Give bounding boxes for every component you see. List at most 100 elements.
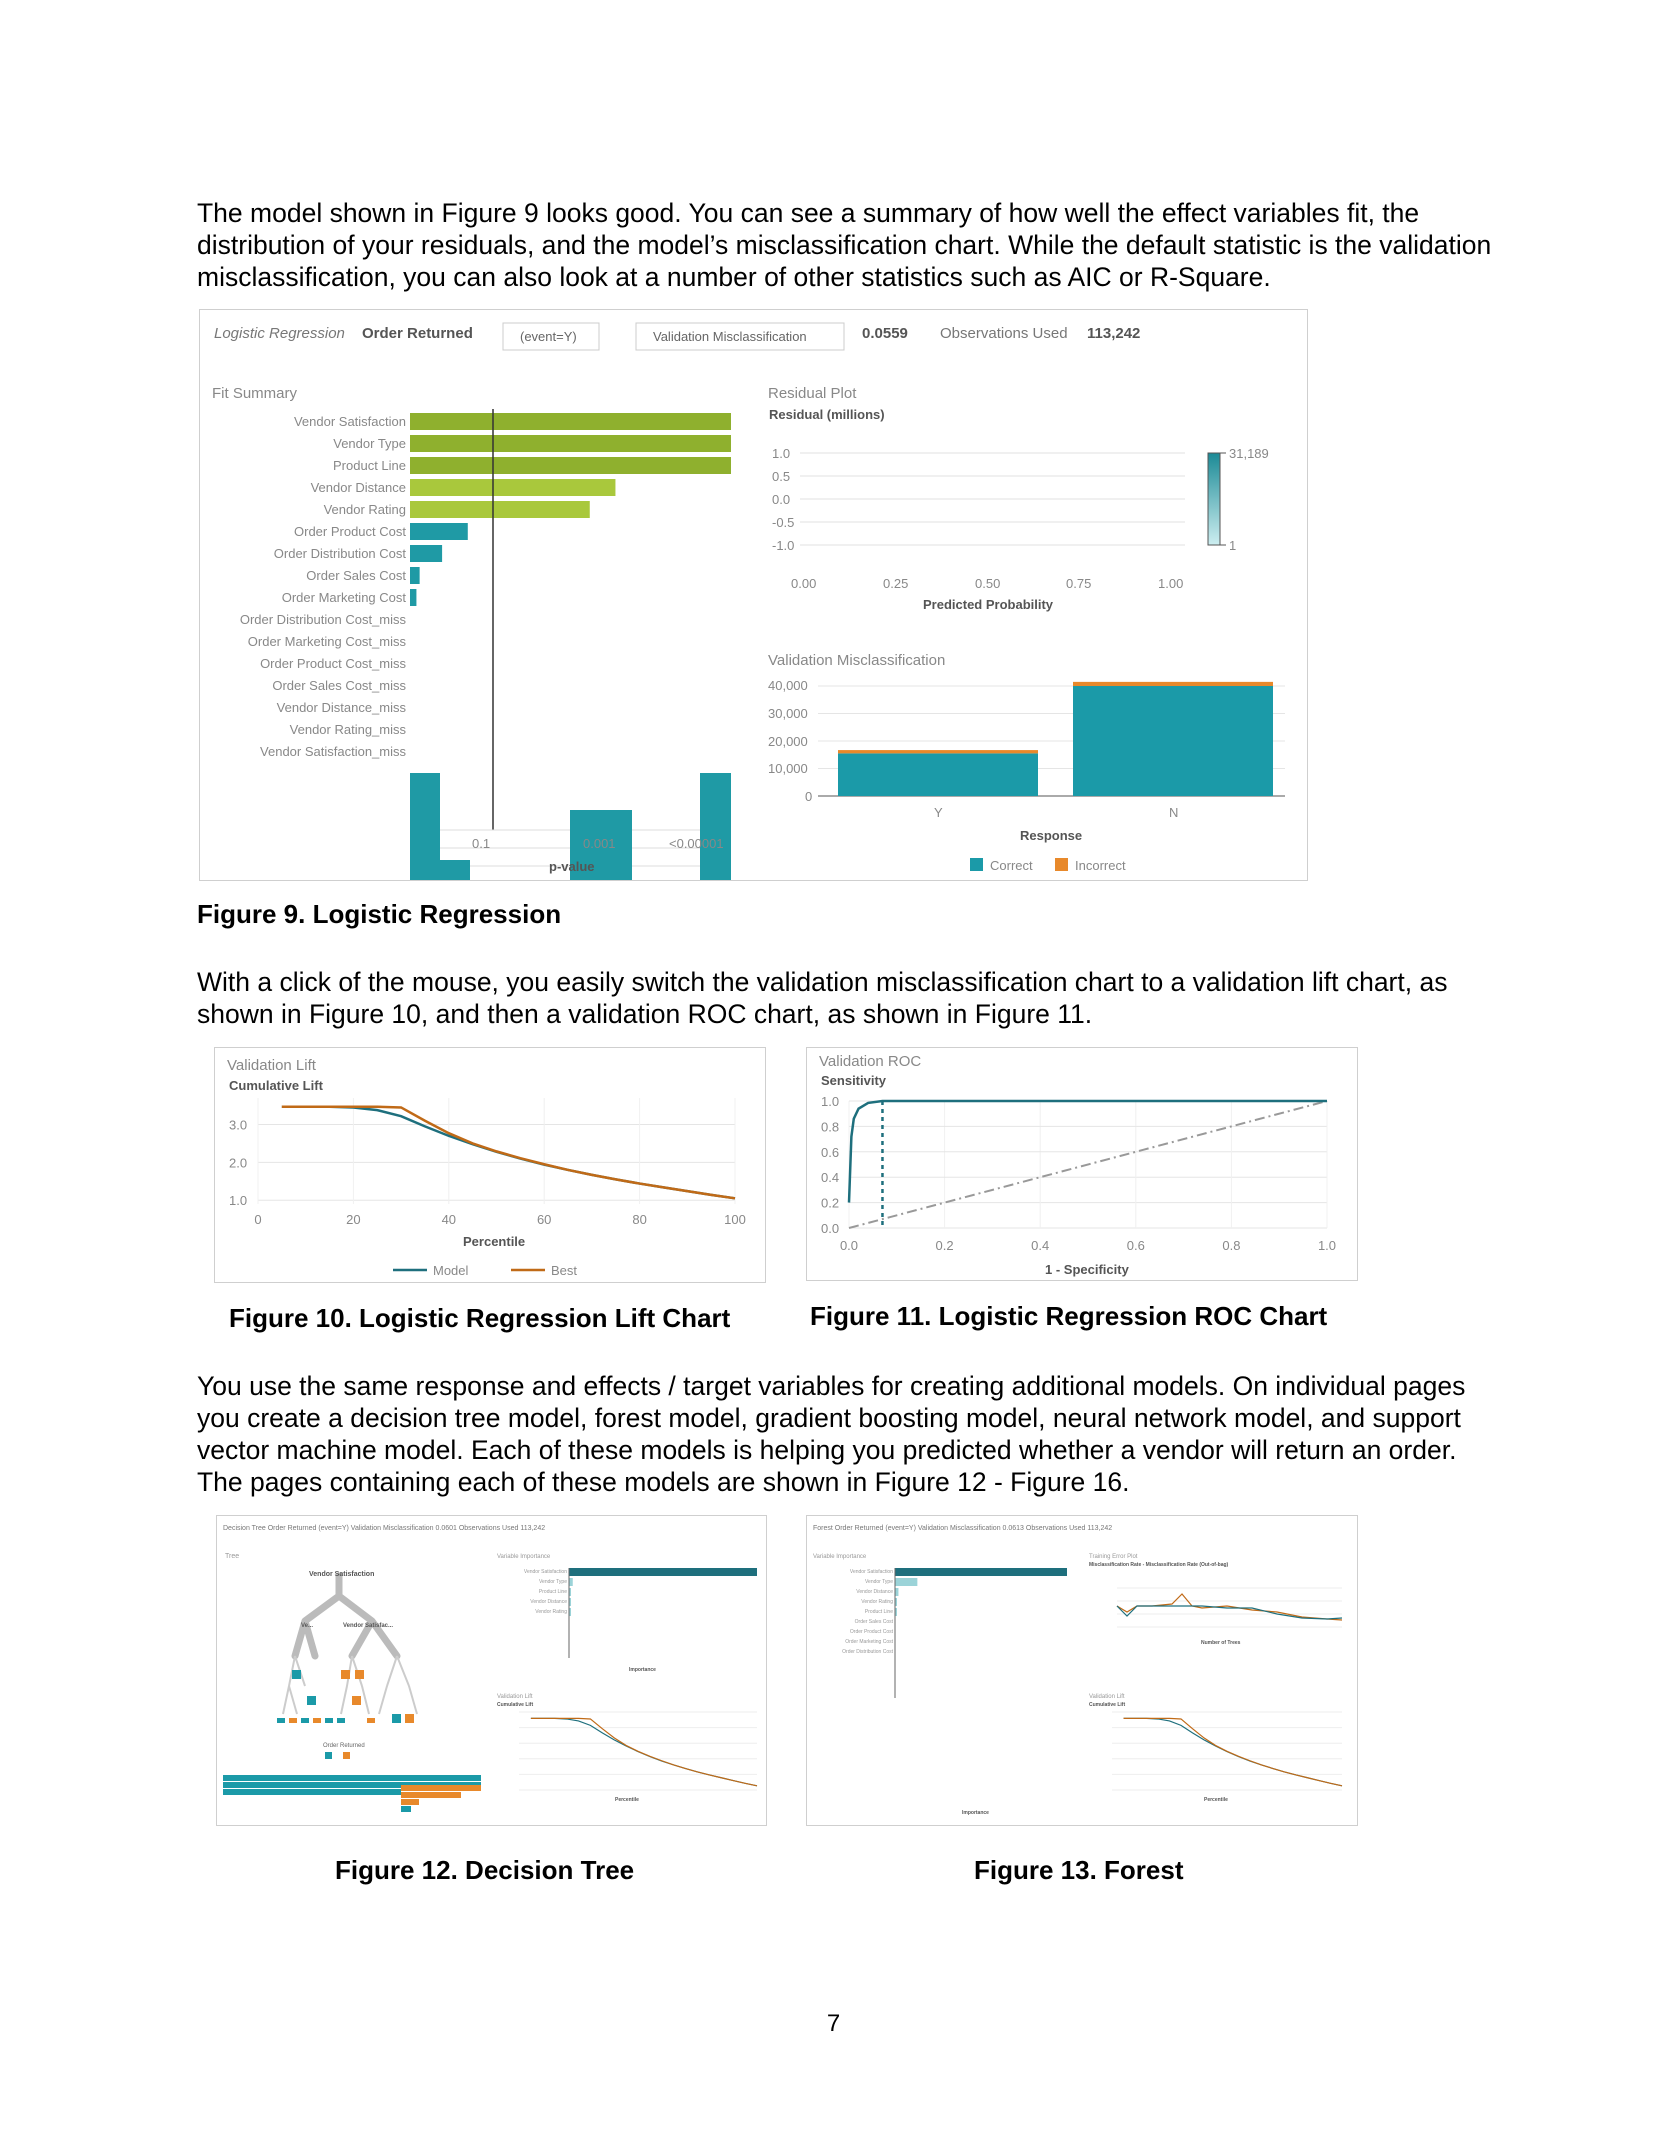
effect-bar[interactable] [410,413,731,430]
lift-xtick: 20 [346,1212,360,1227]
figure-roc-chart: Validation ROC Sensitivity 1.0 0.8 0.6 0.4 0… [806,1047,1358,1281]
forest-vi-title: Variable Importance [813,1554,867,1560]
vi-label: Vendor Distance [856,1589,893,1595]
tree-root-label: Vendor Satisfaction [309,1571,374,1578]
roc-baseline [848,1100,1328,1229]
effect-bar[interactable] [410,457,731,474]
vi-bar[interactable] [895,1578,918,1586]
vi-label: Vendor Rating [861,1599,893,1605]
caption-figure-9: Figure 9. Logistic Regression [197,899,562,929]
residual-ytick: 0.5 [772,469,790,484]
vi-label: Vendor Type [539,1579,567,1585]
lift-ylabel: Cumulative Lift [229,1078,324,1093]
response-label: Order Returned [362,325,473,342]
caption-figure-11: Figure 11. Logistic Regression ROC Chart [810,1301,1328,1331]
residual-plot-title: Residual Plot [768,385,857,402]
roc-ytick: 0.8 [821,1119,839,1134]
legend-correct: Correct [990,858,1033,873]
vi-bar[interactable] [569,1568,757,1576]
lift-xtick: 0 [254,1212,261,1227]
misclass-ytick: 0 [805,789,812,804]
lift-series-best[interactable] [281,1105,736,1200]
legend-best: Best [551,1263,577,1278]
residual-xtick: 0.50 [975,576,1000,591]
event-dropdown[interactable] [502,322,600,351]
vi-label: Product Line [539,1589,567,1595]
caption-figure-13: Figure 13. Forest [974,1855,1184,1885]
tree-diagram [277,1572,418,1723]
effect-label: Order Marketing Cost_miss [248,634,407,649]
effect-bar[interactable] [410,589,417,606]
dt-lift-title: Validation Lift [497,1694,533,1700]
roc-ytick: 0.2 [821,1196,839,1211]
vi-label: Vendor Satisfaction [524,1569,567,1575]
forest-lift-xlabel: Percentile [1204,1797,1228,1803]
paragraph-lift-roc: With a click of the mouse, you easily sw… [197,967,1448,1029]
lift-xtick: 60 [537,1212,551,1227]
effect-bar[interactable] [410,545,443,562]
forest-header: Forest Order Returned (event=Y) Validati… [813,1525,1112,1532]
vi-bar[interactable] [569,1598,571,1606]
forest-lift-ylabel: Cumulative Lift [1089,1702,1125,1708]
observations-value: 113,242 [1087,325,1140,342]
pvalue-histogram [410,773,731,880]
residual-ytick: -0.5 [772,515,794,530]
effect-label: Vendor Satisfaction [294,414,406,429]
misclass-xlabel: Response [1020,828,1082,843]
roc-chart-panel: Validation ROC Sensitivity 1.0 0.8 0.6 0.4 0… [819,1053,1336,1277]
effect-bar[interactable] [410,523,468,540]
vi-bar[interactable] [895,1598,897,1606]
caption-figure-10: Figure 10. Logistic Regression Lift Char… [229,1303,731,1333]
misclass-bar-correct[interactable] [1073,686,1273,796]
vi-bar[interactable] [569,1578,573,1586]
dt-header: Decision Tree Order Returned (event=Y) V… [223,1525,545,1532]
effect-bar[interactable] [410,435,731,452]
roc-curve[interactable] [847,1099,1327,1203]
density-legend [1207,452,1221,546]
lift-xtick: 100 [724,1212,746,1227]
legend-swatch-incorrect [1055,858,1068,871]
vi-label: Order Marketing Cost [845,1639,893,1645]
roc-xtick: 0.8 [1222,1238,1240,1253]
residual-ylabel: Residual (millions) [769,407,885,422]
lift-ytick: 1.0 [229,1193,247,1208]
residual-xtick: 0.25 [883,576,908,591]
roc-xtick: 0.2 [936,1238,954,1253]
figure-decision-tree: Decision Tree Order Returned (event=Y) V… [216,1515,767,1826]
mini-lift-series [1123,1717,1343,1787]
effect-label: Order Marketing Cost [282,590,407,605]
misclass-bar-correct[interactable] [838,753,1038,796]
vi-label: Order Sales Cost [855,1619,894,1625]
vi-bar[interactable] [569,1588,571,1596]
effect-bar[interactable] [410,567,420,584]
vi-label: Product Line [865,1609,893,1615]
roc-xtick: 0.4 [1031,1238,1049,1253]
roc-ytick: 0.6 [821,1145,839,1160]
misclass-bar-incorrect[interactable] [1073,681,1273,686]
misclass-bar-incorrect[interactable] [838,750,1038,754]
vi-bar[interactable] [569,1608,571,1616]
lift-series-model[interactable] [281,1105,736,1200]
density-legend-max: 31,189 [1229,446,1269,461]
histogram-bar [410,773,440,880]
vi-bar[interactable] [895,1588,899,1596]
tree-legend-label: Order Returned [323,1743,365,1749]
vi-label: Vendor Type [865,1579,893,1585]
effect-label: Order Product Cost_miss [260,656,406,671]
effect-label: Product Line [333,458,406,473]
roc-ylabel: Sensitivity [821,1073,887,1088]
histogram-bar [570,810,632,880]
statistic-dropdown[interactable] [635,322,845,351]
effect-bar[interactable] [410,501,590,518]
vi-bar[interactable] [895,1608,897,1616]
vi-bar[interactable] [895,1568,1067,1576]
decision-tree-panel: Decision Tree Order Returned (event=Y) V… [223,1525,758,1812]
vi-label: Vendor Satisfaction [850,1569,893,1575]
residual-xtick: 0.75 [1066,576,1091,591]
misclass-category: N [1169,805,1178,820]
effect-bar[interactable] [410,479,616,496]
histogram-bar [700,773,731,880]
forest-error-ylabel: Misclassification Rate - Misclassificati… [1089,1562,1229,1568]
tree-node-label: Ve... [301,1623,313,1629]
lift-ytick: 2.0 [229,1155,247,1170]
